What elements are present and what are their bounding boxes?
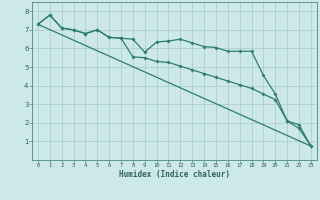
X-axis label: Humidex (Indice chaleur): Humidex (Indice chaleur) (119, 170, 230, 179)
